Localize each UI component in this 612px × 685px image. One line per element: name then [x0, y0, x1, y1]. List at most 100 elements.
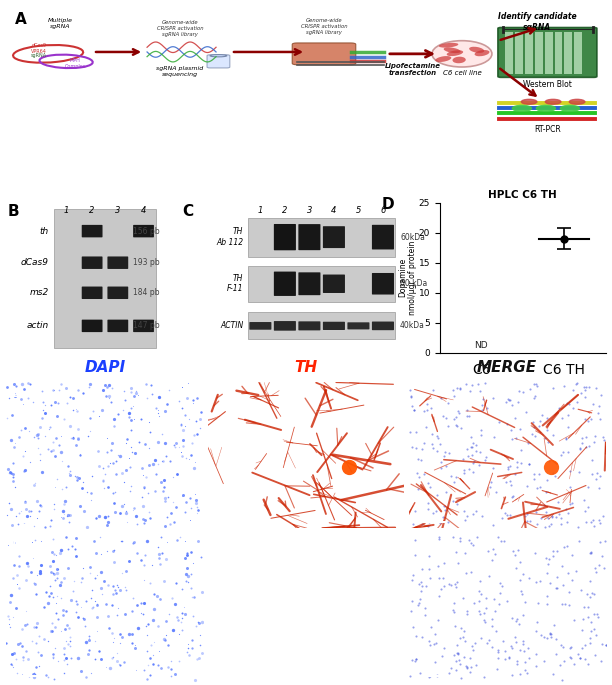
FancyBboxPatch shape [133, 225, 154, 238]
FancyBboxPatch shape [274, 321, 296, 331]
Title: HPLC C6 TH: HPLC C6 TH [488, 190, 557, 201]
Ellipse shape [447, 50, 463, 56]
FancyBboxPatch shape [323, 322, 345, 330]
FancyBboxPatch shape [323, 226, 345, 248]
Text: 4: 4 [331, 206, 337, 215]
Ellipse shape [435, 56, 451, 62]
FancyBboxPatch shape [372, 225, 394, 249]
Text: actin: actin [26, 321, 49, 330]
Text: MERGE: MERGE [477, 360, 537, 375]
Text: Lipofectamine
transfection: Lipofectamine transfection [385, 63, 441, 76]
Text: 3: 3 [115, 206, 121, 215]
Circle shape [545, 99, 561, 104]
Bar [535, 32, 543, 74]
Ellipse shape [469, 47, 484, 53]
Text: TH: TH [294, 360, 318, 375]
FancyBboxPatch shape [274, 271, 296, 296]
FancyBboxPatch shape [82, 286, 103, 299]
Text: Multiple
sgRNA: Multiple sgRNA [48, 18, 73, 29]
FancyBboxPatch shape [299, 321, 321, 330]
Text: Western Blot: Western Blot [523, 80, 572, 89]
Text: sgRNA plasmid
sequencing: sgRNA plasmid sequencing [157, 66, 204, 77]
Text: ND: ND [474, 341, 488, 350]
Text: 3: 3 [307, 206, 312, 215]
Text: TH
Ab 112: TH Ab 112 [216, 227, 243, 247]
Circle shape [569, 99, 585, 104]
Bar [54, 208, 157, 349]
FancyBboxPatch shape [133, 320, 154, 332]
FancyBboxPatch shape [108, 256, 129, 269]
Text: DAPI: DAPI [84, 360, 125, 375]
Text: 60kDa: 60kDa [400, 233, 425, 242]
Text: 1: 1 [258, 206, 263, 215]
Bar [554, 32, 562, 74]
Text: Genome-wide
CRISPR activation
sgRNA library: Genome-wide CRISPR activation sgRNA libr… [300, 18, 347, 35]
Text: 2: 2 [282, 206, 288, 215]
Text: D: D [382, 197, 394, 212]
Text: 4: 4 [141, 206, 146, 215]
Text: A: A [15, 12, 27, 27]
Bar [545, 32, 553, 74]
Bar [525, 32, 532, 74]
Text: E: E [12, 387, 21, 400]
Text: F: F [12, 540, 21, 553]
Ellipse shape [444, 47, 461, 53]
Text: 193 pb: 193 pb [133, 258, 160, 267]
FancyBboxPatch shape [82, 225, 103, 238]
Text: dCas9
VPR64: dCas9 VPR64 [31, 42, 47, 53]
Text: 60 kDa: 60 kDa [400, 279, 427, 288]
Text: 156 pb: 156 pb [133, 227, 160, 236]
Text: C: C [182, 204, 193, 219]
FancyBboxPatch shape [82, 320, 103, 332]
Bar [515, 32, 523, 74]
Text: sgRNA: sgRNA [31, 53, 47, 58]
Ellipse shape [452, 57, 466, 63]
FancyBboxPatch shape [348, 323, 370, 329]
FancyBboxPatch shape [299, 273, 321, 295]
Text: MPH
Complex: MPH Complex [64, 58, 86, 68]
Circle shape [536, 105, 556, 112]
FancyBboxPatch shape [274, 224, 296, 250]
Text: TH
F-11: TH F-11 [226, 274, 243, 293]
FancyBboxPatch shape [323, 275, 345, 293]
Bar [248, 312, 395, 339]
FancyBboxPatch shape [82, 256, 103, 269]
Circle shape [521, 99, 537, 104]
FancyBboxPatch shape [299, 224, 321, 250]
Y-axis label: Dopamine
nmol/μgr of protein: Dopamine nmol/μgr of protein [398, 240, 417, 315]
Text: Genome-wide
CRISPR activation
sgRNA library: Genome-wide CRISPR activation sgRNA libr… [157, 20, 203, 36]
Text: 147 pb: 147 pb [133, 321, 160, 330]
Text: RT-PCR: RT-PCR [534, 125, 561, 134]
Ellipse shape [210, 55, 227, 57]
Ellipse shape [439, 43, 458, 48]
Ellipse shape [432, 40, 492, 67]
Bar [505, 32, 513, 74]
Text: th: th [40, 227, 49, 236]
Text: 2: 2 [89, 206, 95, 215]
Text: ms2: ms2 [29, 288, 49, 297]
FancyBboxPatch shape [108, 286, 129, 299]
Ellipse shape [474, 50, 490, 56]
Text: 1: 1 [64, 206, 69, 215]
Bar [564, 32, 572, 74]
Text: 5: 5 [356, 206, 361, 215]
Text: 184 pb: 184 pb [133, 288, 160, 297]
Text: B: B [8, 204, 20, 219]
FancyBboxPatch shape [372, 321, 394, 330]
FancyBboxPatch shape [249, 322, 271, 329]
FancyBboxPatch shape [372, 273, 394, 295]
FancyBboxPatch shape [207, 55, 230, 68]
Text: dCas9: dCas9 [21, 258, 49, 267]
FancyBboxPatch shape [108, 320, 129, 332]
FancyBboxPatch shape [498, 27, 597, 77]
Text: 6: 6 [380, 206, 386, 215]
Text: 40kDa: 40kDa [400, 321, 425, 330]
FancyBboxPatch shape [292, 43, 356, 65]
Bar [248, 218, 395, 257]
Bar [248, 266, 395, 302]
Text: Identify candidate
sgRNA: Identify candidate sgRNA [498, 12, 577, 32]
Text: C6 cell line: C6 cell line [442, 70, 481, 76]
Text: ACTIN: ACTIN [220, 321, 243, 330]
Circle shape [512, 105, 531, 112]
Circle shape [561, 105, 580, 112]
